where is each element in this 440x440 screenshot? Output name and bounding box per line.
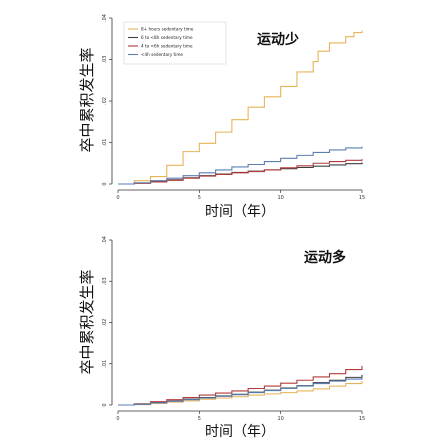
y-tick-label: .04: [102, 14, 108, 22]
x-tick-label: 15: [359, 195, 365, 201]
y-tick-label: .03: [102, 56, 108, 64]
y-tick-label: .02: [102, 319, 108, 327]
y-tick-label: .01: [102, 139, 108, 147]
x-tick-label: 5: [198, 195, 201, 201]
legend-entry: 4 to <6h sedentary time: [141, 44, 193, 49]
y-tick-label: .03: [102, 277, 108, 285]
chart-annotation: 运动少: [257, 31, 299, 48]
y-tick-label: 0: [102, 403, 108, 406]
series-line-4: [118, 376, 363, 406]
legend-box: [123, 21, 227, 65]
x-tick-label: 10: [277, 195, 283, 201]
legend-entry: 6 to <8h sedentary time: [141, 35, 193, 40]
x-tick-label: 10: [277, 416, 283, 422]
legend-entry: 8+ hours sedentary time: [141, 27, 194, 32]
series-line-2: [118, 374, 363, 406]
y-axis-label: 卒中累积发生率: [78, 47, 96, 152]
series-line-1: [118, 30, 363, 185]
y-tick-label: .01: [102, 360, 108, 368]
series-line-4: [118, 146, 363, 185]
legend: 8+ hours sedentary time 6 to <8h sedentar…: [123, 21, 227, 65]
x-tick-label: 15: [359, 416, 365, 422]
x-axis-label: 时间（年）: [205, 424, 275, 440]
x-tick-label: 5: [198, 416, 201, 422]
x-tick-label: 0: [116, 195, 119, 201]
y-tick-label: 0: [102, 182, 108, 185]
x-axis-label: 时间（年）: [205, 204, 275, 220]
y-axis-label: 卒中累积发生率: [78, 269, 96, 374]
chart-annotation: 运动多: [304, 249, 346, 266]
y-tick-label: .02: [102, 97, 108, 105]
y-tick-label: .04: [102, 236, 108, 244]
x-tick-label: 0: [116, 416, 119, 422]
series-line-3: [118, 365, 363, 406]
series-line-3: [118, 159, 363, 185]
legend-entry: <4h sedentary time: [141, 52, 183, 57]
